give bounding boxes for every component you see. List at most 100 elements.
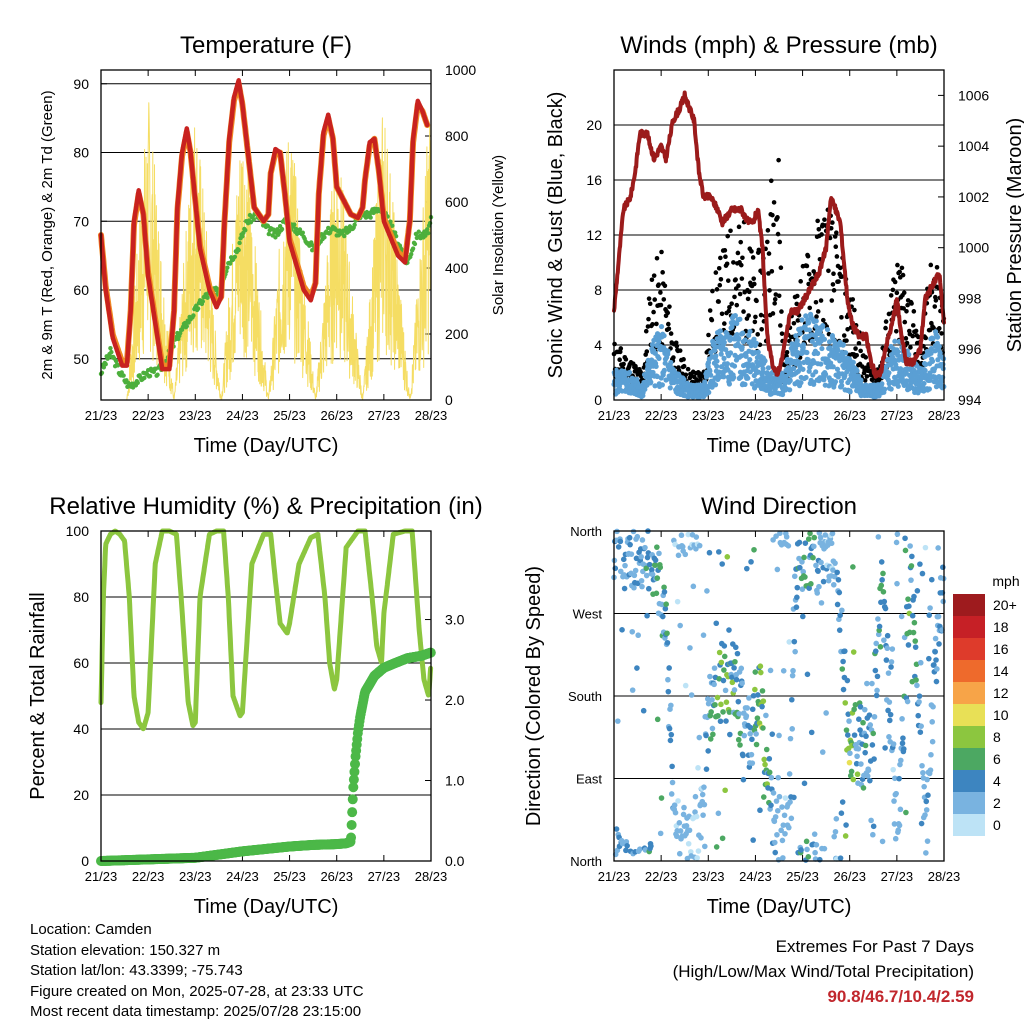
direction-point bbox=[928, 576, 935, 583]
direction-point bbox=[881, 598, 888, 605]
gust-point bbox=[739, 276, 745, 281]
gust-point bbox=[822, 217, 827, 222]
direction-point bbox=[790, 667, 796, 674]
direction-point bbox=[767, 667, 774, 674]
dewpoint-point bbox=[232, 254, 238, 259]
dewpoint-point bbox=[227, 261, 233, 266]
direction-point bbox=[768, 774, 775, 781]
direction-point bbox=[873, 692, 880, 699]
direction-point bbox=[876, 623, 883, 630]
direction-point bbox=[645, 585, 652, 592]
direction-point bbox=[623, 847, 629, 854]
gust-point bbox=[845, 326, 850, 332]
direction-point bbox=[643, 565, 650, 572]
direction-point bbox=[909, 553, 915, 560]
direction-point bbox=[720, 677, 727, 684]
sonic-wind-point bbox=[765, 365, 772, 371]
station-elevation: Station elevation: 150.327 m bbox=[30, 941, 221, 959]
sonic-wind-point bbox=[801, 359, 807, 366]
direction-point bbox=[864, 773, 871, 779]
sonic-wind-point bbox=[804, 349, 810, 356]
direction-point bbox=[768, 802, 774, 809]
gust-point bbox=[755, 332, 760, 337]
gust-point bbox=[814, 314, 819, 319]
direction-point bbox=[734, 650, 741, 657]
gust-point bbox=[853, 346, 858, 351]
gust-point bbox=[860, 364, 865, 369]
gust-point bbox=[911, 309, 917, 314]
direction-point bbox=[908, 563, 915, 569]
direction-point bbox=[873, 640, 880, 647]
direction-point bbox=[692, 809, 698, 815]
direction-point bbox=[661, 589, 668, 595]
direction-point bbox=[884, 632, 891, 639]
dewpoint-point bbox=[297, 227, 303, 232]
gust-point bbox=[618, 346, 624, 351]
direction-point bbox=[923, 850, 929, 856]
colorbar-title: mph bbox=[992, 573, 1019, 589]
dewpoint-point bbox=[243, 228, 248, 233]
direction-point bbox=[754, 715, 761, 721]
direction-point bbox=[889, 646, 896, 652]
gust-point bbox=[769, 269, 775, 274]
y-tick-label: South bbox=[568, 689, 602, 704]
direction-point bbox=[800, 568, 807, 575]
direction-point bbox=[802, 540, 809, 546]
y-tick-label: 8 bbox=[594, 282, 602, 298]
direction-point bbox=[924, 776, 930, 783]
sonic-wind-point bbox=[815, 350, 821, 356]
dewpoint-point bbox=[147, 373, 153, 379]
direction-point bbox=[707, 736, 714, 742]
direction-point bbox=[840, 686, 847, 693]
sonic-wind-point bbox=[729, 324, 735, 330]
sonic-wind-point bbox=[712, 382, 719, 388]
gust-point bbox=[778, 265, 784, 271]
direction-point bbox=[881, 637, 887, 643]
x-tick-label: 24/23 bbox=[739, 869, 772, 884]
gust-point bbox=[806, 281, 811, 287]
dewpoint-point bbox=[251, 217, 256, 222]
direction-point bbox=[675, 798, 681, 804]
direction-point bbox=[715, 549, 722, 555]
gust-point bbox=[660, 270, 665, 275]
gust-point bbox=[658, 302, 664, 308]
sonic-wind-point bbox=[731, 363, 738, 369]
direction-point bbox=[738, 665, 745, 672]
x-tick-label: 21/23 bbox=[85, 869, 118, 884]
direction-point bbox=[845, 711, 852, 717]
sonic-wind-point bbox=[732, 313, 738, 319]
gust-point bbox=[795, 318, 801, 323]
direction-point bbox=[733, 676, 740, 683]
sonic-wind-point bbox=[747, 328, 753, 335]
x-tick-label: 25/23 bbox=[786, 869, 819, 884]
direction-point bbox=[931, 662, 937, 668]
sonic-wind-point bbox=[742, 337, 748, 343]
direction-point bbox=[838, 810, 845, 816]
colorbar-label: 10 bbox=[993, 707, 1009, 723]
direction-point bbox=[940, 564, 946, 571]
direction-point bbox=[857, 704, 864, 710]
direction-point bbox=[760, 698, 767, 704]
sonic-wind-point bbox=[648, 379, 654, 385]
gust-point bbox=[841, 333, 847, 338]
direction-point bbox=[746, 695, 752, 701]
direction-point bbox=[851, 732, 858, 738]
direction-point bbox=[875, 631, 882, 638]
direction-point bbox=[723, 718, 729, 724]
direction-point bbox=[755, 692, 761, 698]
dewpoint-point bbox=[300, 230, 305, 235]
direction-point bbox=[843, 727, 850, 733]
direction-point bbox=[657, 830, 664, 837]
dewpoint-point bbox=[142, 375, 147, 381]
direction-point bbox=[731, 665, 737, 671]
dewpoint-point bbox=[184, 324, 189, 329]
direction-point bbox=[772, 814, 779, 820]
direction-point bbox=[688, 692, 695, 698]
sonic-wind-point bbox=[935, 357, 941, 363]
sonic-wind-point bbox=[727, 334, 733, 340]
x-tick-label: 27/23 bbox=[368, 869, 401, 884]
x-axis-label: Time (Day/UTC) bbox=[194, 435, 339, 457]
sonic-wind-point bbox=[826, 339, 833, 345]
direction-point bbox=[778, 827, 784, 834]
direction-point bbox=[883, 657, 890, 663]
